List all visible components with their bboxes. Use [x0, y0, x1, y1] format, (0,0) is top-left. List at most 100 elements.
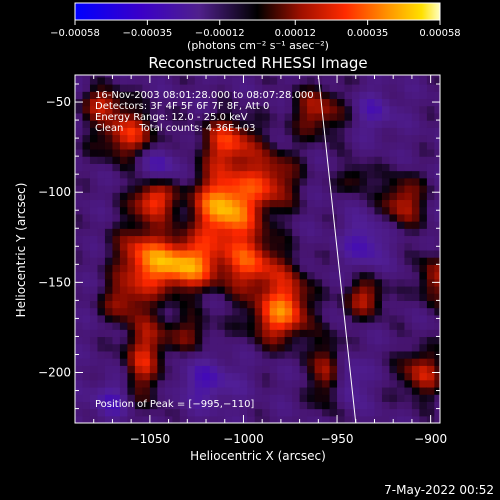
heatmap-cell: [262, 177, 271, 186]
heatmap-cell: [322, 163, 331, 172]
heatmap-cell: [419, 163, 428, 172]
heatmap-cell: [202, 235, 211, 244]
heatmap-cell: [157, 394, 166, 402]
heatmap-cell: [209, 84, 218, 92]
heatmap-cell: [269, 184, 278, 193]
heatmap-cell: [239, 285, 248, 294]
heatmap-cell: [322, 228, 331, 237]
heatmap-cell: [247, 264, 256, 273]
heatmap-cell: [389, 401, 398, 410]
heatmap-cell: [172, 228, 181, 237]
heatmap-cell: [97, 372, 106, 381]
heatmap-cell: [75, 314, 84, 323]
heatmap-cell: [426, 271, 435, 280]
heatmap-cell: [277, 91, 286, 100]
heatmap-cell: [82, 192, 91, 201]
heatmap-cell: [179, 300, 188, 309]
heatmap-cell: [426, 264, 435, 273]
heatmap-cell: [367, 242, 376, 251]
heatmap-cell: [389, 307, 398, 316]
heatmap-cell: [322, 156, 331, 164]
heatmap-cell: [262, 365, 271, 374]
heatmap-cell: [434, 394, 440, 402]
heatmap-cell: [434, 293, 440, 301]
heatmap-cell: [119, 148, 129, 157]
heatmap-cell: [202, 184, 211, 193]
heatmap-cell: [404, 120, 413, 128]
heatmap-cell: [359, 300, 368, 309]
heatmap-cell: [307, 112, 316, 121]
heatmap-cell: [419, 358, 428, 366]
heatmap-cell: [367, 134, 376, 143]
heatmap-cell: [157, 379, 166, 388]
heatmap-cell: [254, 336, 263, 345]
heatmap-cell: [314, 206, 323, 215]
heatmap-cell: [284, 415, 293, 423]
heatmap-cell: [419, 127, 428, 136]
heatmap-cell: [142, 76, 151, 85]
heatmap-cell: [97, 408, 106, 417]
heatmap-cell: [232, 271, 241, 280]
heatmap-cell: [329, 112, 338, 121]
heatmap-cell: [89, 148, 99, 157]
y-axis-ticks: −50−100−150−200: [38, 83, 440, 410]
heatmap-cell: [224, 249, 233, 258]
heatmap-cell: [172, 177, 181, 186]
heatmap-cell: [307, 148, 316, 157]
heatmap-cell: [404, 257, 413, 265]
heatmap-cell: [269, 242, 278, 251]
heatmap-cell: [97, 170, 106, 179]
heatmap-cell: [224, 300, 233, 309]
heatmap-cell: [239, 105, 248, 114]
heatmap-cell: [149, 163, 158, 172]
heatmap-cell: [179, 415, 188, 423]
heatmap-cell: [254, 257, 263, 265]
heatmap-cell: [299, 75, 308, 78]
heatmap-cell: [149, 184, 158, 193]
heatmap-cell: [104, 271, 114, 280]
heatmap-cell: [75, 112, 84, 121]
heatmap-cell: [112, 343, 121, 352]
heatmap-cell: [82, 257, 91, 265]
heatmap-cell: [277, 336, 286, 345]
heatmap-cell: [337, 271, 346, 280]
heatmap-cell: [194, 148, 203, 157]
heatmap-cell: [337, 314, 346, 323]
heatmap-cell: [119, 134, 129, 143]
heatmap-cell: [232, 307, 241, 316]
heatmap-cell: [344, 336, 353, 345]
heatmap-cell: [164, 314, 173, 323]
heatmap-cell: [389, 322, 398, 330]
heatmap-cell: [367, 76, 376, 85]
heatmap-cell: [299, 322, 308, 330]
heatmap-cell: [239, 134, 248, 143]
heatmap-cell: [262, 386, 271, 395]
heatmap-cell: [307, 401, 316, 410]
heatmap-cell: [164, 257, 173, 265]
heatmap-cell: [307, 358, 316, 366]
heatmap-cell: [322, 365, 331, 374]
heatmap-cell: [157, 134, 166, 143]
heatmap-cell: [314, 221, 323, 229]
heatmap-cell: [104, 91, 114, 100]
heatmap-cell: [247, 105, 256, 114]
heatmap-cell: [314, 184, 323, 193]
heatmap-cell: [187, 184, 196, 193]
heatmap-cell: [277, 112, 286, 121]
heatmap-cell: [239, 163, 248, 172]
heatmap-cell: [187, 293, 196, 301]
heatmap-cell: [97, 141, 106, 150]
heatmap-cell: [134, 415, 143, 423]
heatmap-cell: [396, 358, 406, 366]
heatmap-cell: [232, 213, 241, 222]
heatmap-cell: [164, 336, 173, 345]
heatmap-cell: [164, 84, 173, 92]
heatmap-cell: [404, 76, 413, 85]
heatmap-cell: [149, 293, 158, 301]
heatmap-cell: [239, 177, 248, 186]
heatmap-cell: [396, 192, 406, 201]
heatmap-cell: [209, 394, 218, 402]
heatmap-cell: [352, 228, 361, 237]
heatmap-cell: [75, 213, 84, 222]
heatmap-cell: [224, 358, 233, 366]
